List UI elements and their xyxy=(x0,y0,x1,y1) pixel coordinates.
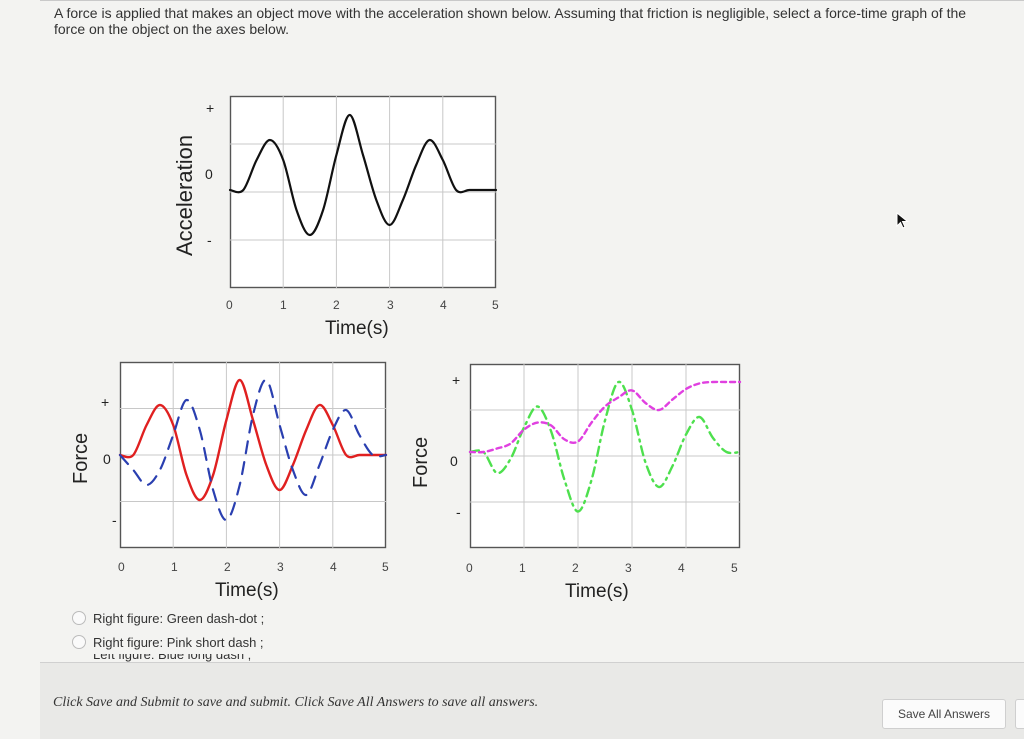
pink-short-dash-series-line xyxy=(468,380,742,454)
left-force-chart xyxy=(118,361,388,549)
blue-long-dash-series-line xyxy=(118,378,388,522)
left-force-ytick-plus: + xyxy=(101,394,110,410)
footer-bar: Click Save and Submit to save and submit… xyxy=(40,662,1024,739)
right-force-xtick-4: 4 xyxy=(678,561,685,575)
right-force-xtick-5: 5 xyxy=(731,561,738,575)
right-force-xtick-1: 1 xyxy=(519,561,526,575)
right-force-plot xyxy=(468,363,742,549)
right-force-xtick-3: 3 xyxy=(625,561,632,575)
left-force-xtick-4: 4 xyxy=(330,560,337,574)
acceleration-ytick-plus: + xyxy=(206,100,215,116)
acceleration-xtick-2: 2 xyxy=(333,298,340,312)
right-force-xtick-2: 2 xyxy=(572,561,579,575)
radio-button[interactable] xyxy=(72,611,86,625)
acceleration-ytick-minus: - xyxy=(207,232,212,248)
green-dash-dot-series-line xyxy=(468,380,742,513)
acceleration-x-axis-label: Time(s) xyxy=(325,318,389,339)
acceleration-xtick-3: 3 xyxy=(387,298,394,312)
option-label: Left figure: Blue long dash ; xyxy=(93,654,252,662)
right-force-xtick-0: 0 xyxy=(466,561,473,575)
red-solid-series-line xyxy=(118,378,388,502)
left-force-plot xyxy=(118,361,388,549)
right-force-chart xyxy=(468,363,742,549)
left-force-xtick-0: 0 xyxy=(118,560,125,574)
right-force-x-axis-label: Time(s) xyxy=(565,581,629,602)
acceleration-ytick-zero: 0 xyxy=(205,166,213,182)
left-force-xtick-2: 2 xyxy=(224,560,231,574)
option-pink-short-dash[interactable]: Right figure: Pink short dash ; xyxy=(72,630,264,654)
acceleration-xtick-4: 4 xyxy=(440,298,447,312)
acceleration-xtick-1: 1 xyxy=(280,298,287,312)
acceleration-xtick-5: 5 xyxy=(492,298,499,312)
option-label: Right figure: Pink short dash ; xyxy=(93,634,264,650)
option-green-dash-dot[interactable]: Right figure: Green dash-dot ; xyxy=(72,606,264,630)
left-force-axis-label: Force xyxy=(70,432,92,484)
acceleration-axis-label: Acceleration xyxy=(172,134,197,256)
left-force-ytick-zero: 0 xyxy=(103,451,111,467)
option-label: Right figure: Green dash-dot ; xyxy=(93,610,265,626)
right-force-ytick-zero: 0 xyxy=(450,453,458,469)
radio-button[interactable] xyxy=(72,635,86,649)
save-all-answers-button[interactable]: Save All Answers xyxy=(882,699,1006,729)
mouse-cursor-icon xyxy=(896,212,909,229)
left-force-xtick-1: 1 xyxy=(171,560,178,574)
left-force-ytick-minus: - xyxy=(112,512,117,528)
left-force-x-axis-label: Time(s) xyxy=(215,580,279,601)
right-force-ytick-minus: - xyxy=(456,504,461,520)
question-text: A force is applied that makes an object … xyxy=(54,5,967,37)
acceleration-series-line xyxy=(228,113,498,237)
option-blue-long-dash[interactable]: Left figure: Blue long dash ; xyxy=(72,654,264,664)
acceleration-xtick-0: 0 xyxy=(226,298,233,312)
left-force-xtick-3: 3 xyxy=(277,560,284,574)
answer-options: Right figure: Green dash-dot ; Right fig… xyxy=(72,606,264,664)
acceleration-chart xyxy=(228,95,498,289)
right-force-axis-label: Force xyxy=(410,436,432,488)
acceleration-plot xyxy=(228,95,498,289)
footer-instructions: Click Save and Submit to save and submit… xyxy=(53,695,539,710)
save-and-submit-button[interactable] xyxy=(1015,699,1024,729)
right-force-ytick-plus: + xyxy=(452,372,461,388)
top-border xyxy=(40,0,1024,1)
left-force-xtick-5: 5 xyxy=(382,560,389,574)
